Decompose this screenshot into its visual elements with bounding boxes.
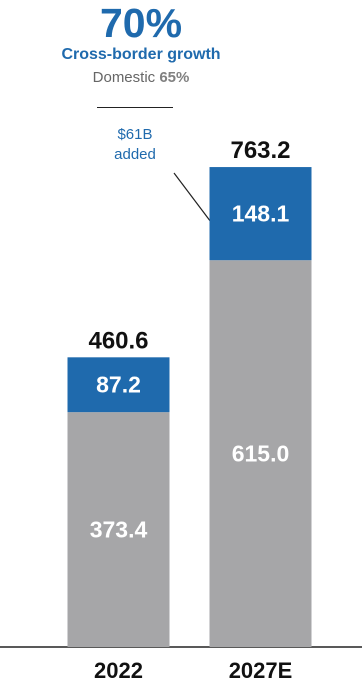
x-tick-label-2022: 2022	[94, 658, 143, 683]
domestic-growth-prefix: Domestic	[92, 69, 156, 86]
added-annotation-label: added	[114, 146, 156, 163]
headline-growth-label: Cross-border growth	[61, 46, 221, 63]
bar-2027E-cross-border-segment	[209, 167, 312, 261]
bar-2022-cross-border-label: 87.2	[96, 372, 141, 398]
added-annotation: $61B added	[92, 125, 178, 165]
bar-2027E-total-label: 763.2	[230, 137, 290, 164]
bar-2027E-domestic-label: 615.0	[232, 441, 290, 467]
domestic-growth-value: 65%	[159, 69, 190, 86]
x-tick-label-2027E: 2027E	[229, 658, 293, 683]
bar-2027E-cross-border-label: 148.1	[232, 201, 290, 227]
bar-2027E-domestic-segment	[209, 260, 312, 647]
domestic-growth-line: Domestic 65%	[21, 68, 261, 88]
bar-2022-domestic-label: 373.4	[90, 517, 148, 543]
headline-growth-value: 70%	[99, 0, 183, 46]
added-annotation-amount: $61B	[117, 126, 153, 143]
bar-2022-cross-border-segment	[67, 357, 170, 413]
headline-divider	[97, 107, 173, 108]
bar-2022-domestic-segment	[67, 412, 170, 647]
bar-2022-total-label: 460.6	[88, 327, 148, 354]
